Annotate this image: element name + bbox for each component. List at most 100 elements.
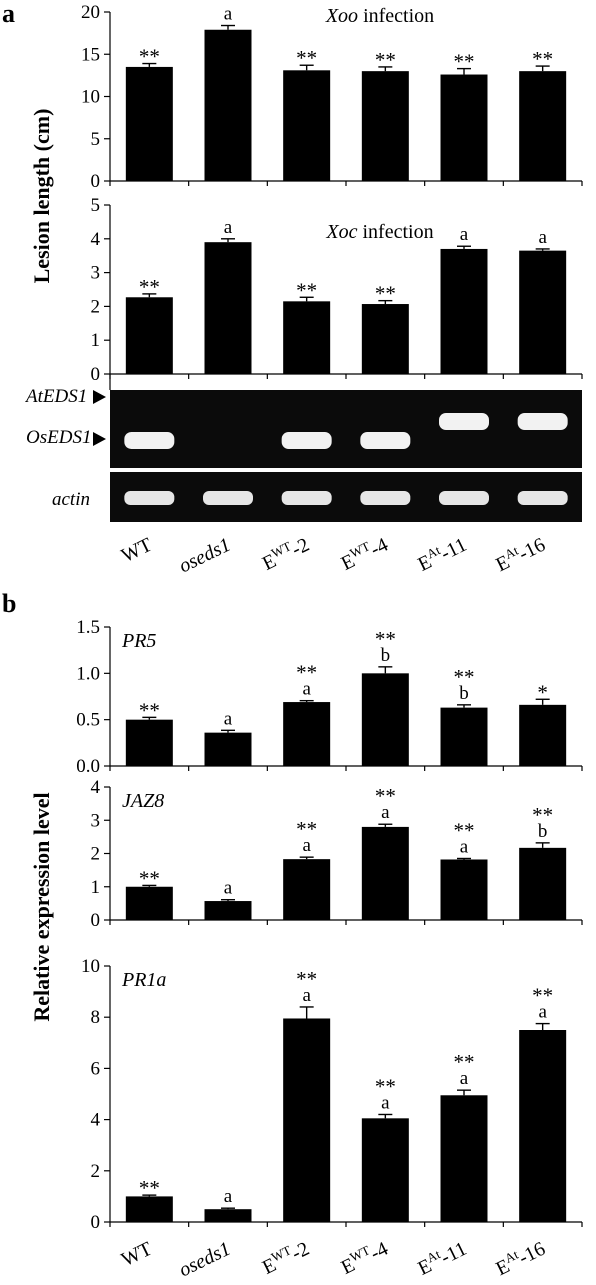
bar (125, 297, 173, 374)
bar (519, 847, 567, 920)
y-tick-label: 1.0 (76, 663, 100, 684)
y-tick-label: 2 (91, 844, 101, 865)
x-category-label: EWT-4 (336, 1235, 391, 1279)
gel-band-actin (124, 491, 175, 505)
significance-label: a (224, 1186, 233, 1207)
x-category-label: WT (118, 534, 156, 567)
actin-lane-background (110, 472, 582, 522)
y-tick-label: 0 (91, 1212, 101, 1233)
gel-band-actin (439, 491, 489, 505)
bar (125, 66, 173, 181)
y-tick-label: 3 (91, 263, 101, 284)
bar (440, 74, 488, 181)
significance-label: ** (139, 698, 160, 722)
arrow-marker-bottom-icon (93, 432, 106, 446)
significance-label: ** (454, 50, 475, 74)
bar (361, 71, 409, 181)
significance-label: a (224, 878, 233, 899)
y-tick-label: 2 (91, 1161, 101, 1182)
y-tick-label: 8 (91, 1007, 101, 1028)
significance-label: ** (139, 866, 160, 890)
significance-label: ** (454, 1050, 475, 1074)
significance-label: a (538, 1002, 547, 1023)
bar (125, 1196, 173, 1222)
significance-label: b (538, 821, 548, 842)
chart-title-pr5: PR5 (121, 630, 156, 652)
x-category-label: EAt-11 (413, 1235, 470, 1280)
significance-label: ** (139, 275, 160, 299)
bar (519, 250, 567, 374)
bar (283, 859, 331, 920)
significance-label: ** (375, 282, 396, 306)
significance-label: ** (375, 48, 396, 72)
significance-label: ** (454, 665, 475, 689)
significance-label: ** (296, 817, 317, 841)
bar (204, 1209, 252, 1222)
bar (361, 1118, 409, 1222)
x-category-label: oseds1 (176, 534, 235, 578)
bar (125, 719, 173, 766)
significance-label: ** (532, 803, 553, 827)
y-tick-label: 4 (91, 229, 101, 250)
bar (283, 1018, 331, 1222)
y-tick-label: 0.0 (76, 756, 100, 777)
bar (440, 248, 488, 374)
y-tick-label: 10 (81, 956, 100, 977)
y-tick-label: 10 (81, 87, 100, 108)
significance-label: a (224, 708, 233, 729)
significance-label: a (302, 679, 311, 700)
x-category-label: oseds1 (176, 1238, 235, 1282)
panel-b-ylabel: Relative expression level (29, 792, 54, 1021)
bar (440, 707, 488, 766)
bar (519, 1030, 567, 1222)
bar (440, 859, 488, 920)
significance-label: ** (139, 1176, 160, 1200)
significance-label: a (381, 1092, 390, 1113)
significance-label: a (460, 836, 469, 857)
y-tick-label: 1 (91, 877, 101, 898)
x-category-label: EAt-16 (491, 1235, 549, 1280)
y-tick-label: 5 (91, 195, 101, 216)
y-tick-label: 0 (91, 364, 101, 385)
x-category-label: EWT-2 (258, 1235, 313, 1279)
significance-label: ** (296, 967, 317, 991)
significance-label: ** (375, 1074, 396, 1098)
y-tick-label: 4 (91, 777, 101, 798)
bar (440, 1095, 488, 1222)
gel-band-osEDS1 (281, 432, 332, 449)
x-category-label: EWT-2 (258, 531, 313, 575)
significance-label: ** (532, 47, 553, 71)
gel-label-osEDS1: OsEDS1 (26, 427, 91, 448)
gel-label-atEDS1: AtEDS1 (24, 386, 87, 407)
gel-band-atEDS1 (439, 413, 489, 430)
gel-label-actin: actin (52, 489, 90, 510)
bar (519, 704, 567, 766)
panel-label-b: b (2, 589, 16, 618)
y-tick-label: 3 (91, 810, 101, 831)
significance-label: ** (296, 278, 317, 302)
chart-title-xoc: Xoc infection (325, 221, 433, 243)
significance-label: a (538, 227, 547, 248)
gel-band-actin (203, 491, 253, 505)
significance-label: ** (296, 46, 317, 70)
y-tick-label: 6 (91, 1058, 101, 1079)
significance-label: a (381, 802, 390, 823)
bar (204, 242, 252, 374)
bar (361, 673, 409, 766)
chart-title-jaz8: JAZ8 (122, 790, 164, 812)
significance-label: ** (454, 818, 475, 842)
gel-band-actin (281, 491, 332, 505)
bar (204, 901, 252, 920)
gel-band-osEDS1 (124, 432, 175, 449)
y-tick-label: 0 (91, 171, 101, 192)
x-category-label: EAt-11 (413, 531, 470, 576)
significance-label: * (537, 680, 548, 704)
bar (519, 71, 567, 181)
y-tick-label: 1 (91, 330, 101, 351)
bar (204, 732, 252, 766)
y-tick-label: 4 (91, 1110, 101, 1131)
bar (361, 826, 409, 920)
gel-band-osEDS1 (360, 432, 411, 449)
